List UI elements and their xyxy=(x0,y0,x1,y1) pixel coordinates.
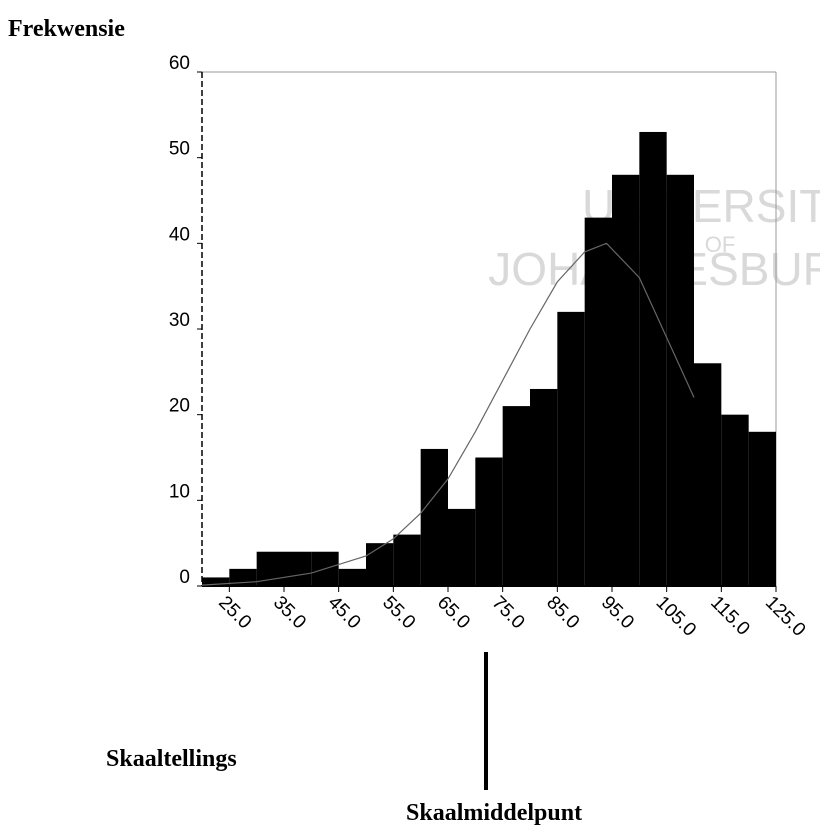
y-tick-label: 30 xyxy=(169,310,190,331)
normal-curve xyxy=(201,242,695,586)
y-axis-label: Frekwensie xyxy=(8,16,125,42)
x-tick-label: 125.0 xyxy=(761,592,809,640)
bar xyxy=(666,174,694,587)
y-tick-label: 0 xyxy=(179,567,190,588)
bar xyxy=(694,363,722,586)
y-tick-label: 20 xyxy=(169,396,190,417)
x-tick-label: 65.0 xyxy=(433,592,474,633)
bar xyxy=(530,388,558,586)
annotation: Skaalmiddelpunt xyxy=(406,800,582,826)
x-tick-label: 55.0 xyxy=(378,592,419,633)
bar xyxy=(420,448,448,586)
bar xyxy=(721,414,749,586)
bar xyxy=(284,551,312,586)
x-tick-label: 25.0 xyxy=(214,592,255,633)
bar xyxy=(338,568,366,586)
bar xyxy=(584,217,612,586)
x-tick-label: 75.0 xyxy=(488,592,529,633)
x-tick-label: 95.0 xyxy=(597,592,638,633)
bar xyxy=(202,577,230,586)
bar xyxy=(393,534,421,586)
x-tick-label: 45.0 xyxy=(324,592,365,633)
y-tick-label: 10 xyxy=(169,481,190,502)
bar xyxy=(612,174,640,587)
watermark: OF xyxy=(705,232,736,257)
bar xyxy=(448,508,476,586)
bar xyxy=(557,311,585,586)
bar xyxy=(366,543,394,586)
bar xyxy=(256,551,284,586)
bar xyxy=(475,457,503,586)
x-tick-label: 115.0 xyxy=(706,592,753,639)
bar xyxy=(639,131,667,586)
y-tick-label: 50 xyxy=(169,139,190,160)
bar xyxy=(748,431,776,586)
y-tick-label: 60 xyxy=(169,53,190,74)
x-tick-label: 85.0 xyxy=(542,592,583,633)
y-tick-label: 40 xyxy=(169,224,190,245)
x-tick-label: 105.0 xyxy=(652,592,700,640)
x-tick-label: 35.0 xyxy=(269,592,310,633)
x-axis-label: Skaaltellings xyxy=(106,746,237,772)
bar xyxy=(502,406,530,586)
